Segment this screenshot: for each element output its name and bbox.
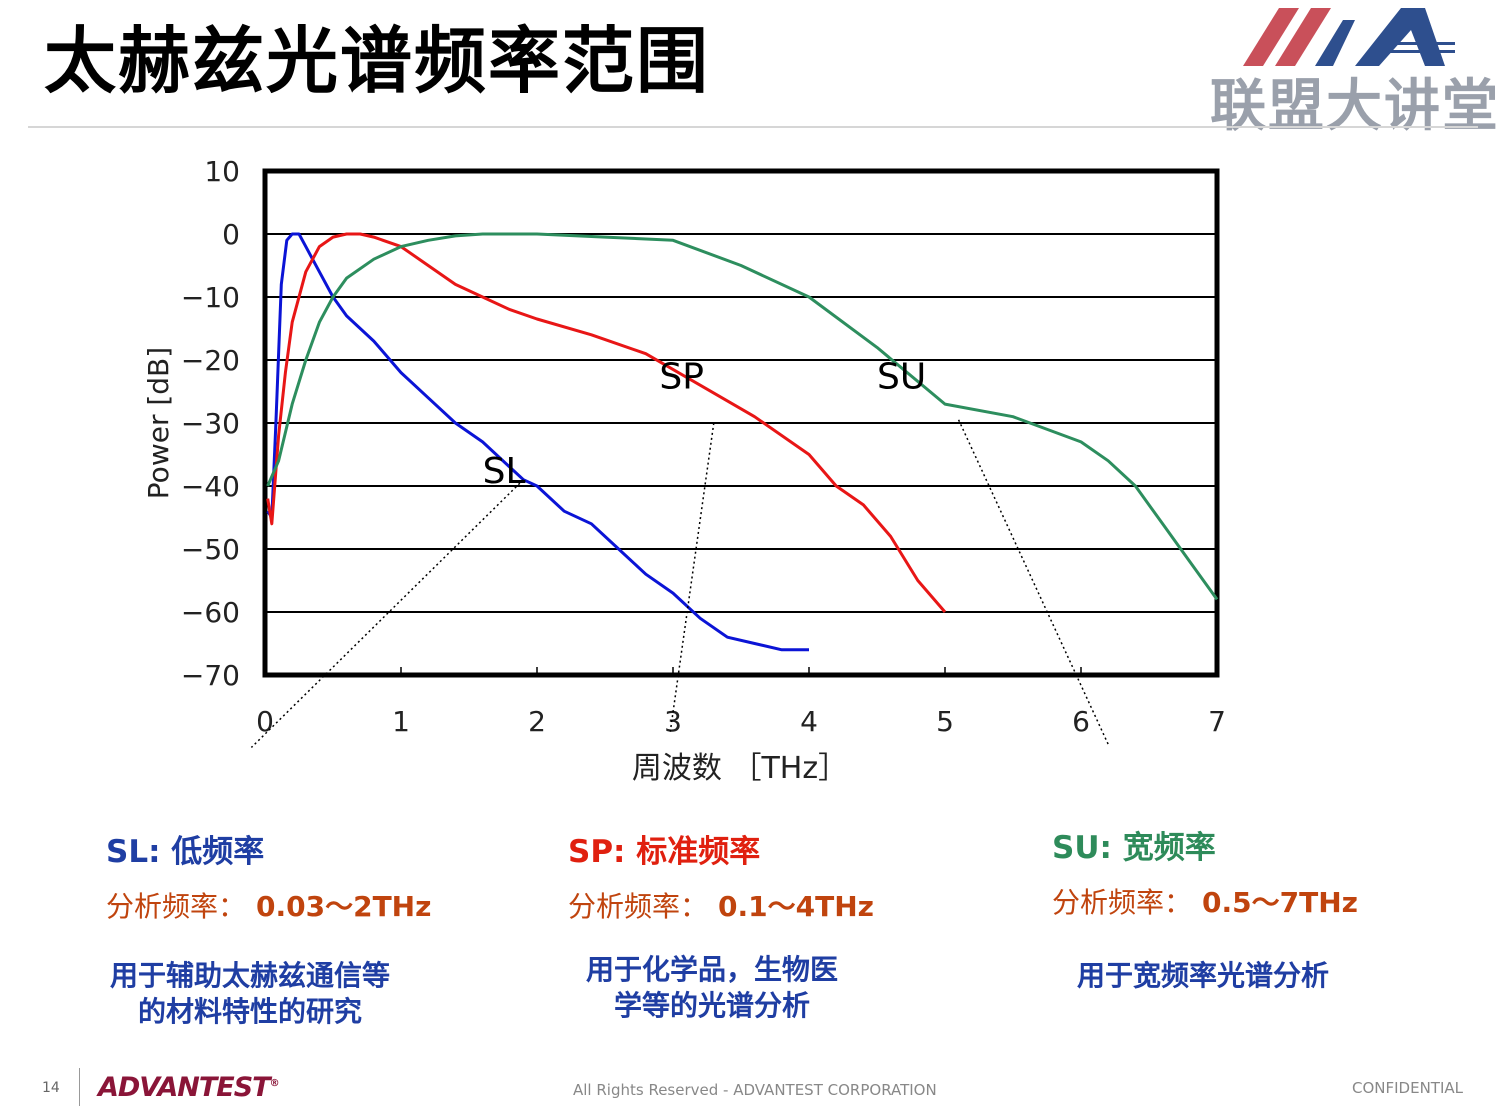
series-line-sl	[266, 232, 809, 652]
y-tick-label: 10	[204, 155, 240, 188]
mode-su-heading: SU: 宽频率	[1052, 830, 1216, 866]
series-label-sl: SL	[483, 451, 526, 492]
mode-su-range-value: 0.5～7THz	[1202, 886, 1358, 919]
mode-sl: SL: 低频率 分析频率： 0.03～2THz	[106, 826, 431, 925]
mode-sp: SP: 标准频率 分析频率： 0.1～4THz	[568, 826, 874, 925]
footer-divider	[79, 1068, 80, 1106]
callout-leader-su	[957, 419, 1109, 745]
brand-registered-mark: ®	[269, 1078, 280, 1089]
x-tick-label: 3	[664, 705, 682, 738]
alliance-logo-icon	[1243, 8, 1455, 66]
mode-su-description-line: 用于宽频率光谱分析	[1076, 959, 1329, 992]
y-tick-label: −20	[181, 344, 240, 377]
copyright-text: All Rights Reserved - ADVANTEST CORPORAT…	[573, 1081, 937, 1099]
mode-sp-description: 用于化学品，生物医 学等的光谱分析	[552, 952, 872, 1025]
x-tick-label: 5	[936, 705, 954, 738]
mode-sl-range-label: 分析频率：	[106, 890, 247, 923]
page-number: 14	[42, 1080, 60, 1096]
title-divider	[28, 126, 1478, 128]
series-line-su	[266, 232, 1219, 601]
x-tick-label: 6	[1072, 705, 1090, 738]
mode-sp-range-value: 0.1～4THz	[718, 890, 874, 923]
y-tick-label: −30	[181, 407, 240, 440]
x-tick-label: 1	[392, 705, 410, 738]
mode-su: SU: 宽频率 分析频率： 0.5～7THz	[1052, 822, 1358, 921]
mode-sp-range-label: 分析频率：	[568, 890, 709, 923]
series-label-su: SU	[877, 356, 926, 397]
mode-sl-description-line: 用于辅助太赫兹通信等	[109, 959, 390, 992]
x-tick-label: 4	[800, 705, 818, 738]
mode-sp-heading: SP: 标准频率	[568, 834, 761, 870]
callout-leader-sp	[669, 422, 715, 732]
x-axis-title: 周波数 ［THz］	[632, 751, 848, 786]
mode-sl-heading: SL: 低频率	[106, 834, 265, 870]
mode-sl-description: 用于辅助太赫兹通信等 的材料特性的研究	[70, 958, 430, 1031]
mode-su-range-label: 分析频率：	[1052, 886, 1193, 919]
advantest-logo: ADVANTEST®	[98, 1072, 280, 1103]
mode-su-range: 分析频率： 0.5～7THz	[1052, 881, 1358, 921]
mode-sp-range: 分析频率： 0.1～4THz	[568, 885, 874, 925]
y-tick-label: −60	[181, 596, 240, 629]
mode-sl-description-line: 的材料特性的研究	[137, 995, 362, 1029]
brand-name: ADVANTEST	[98, 1072, 271, 1103]
mode-sl-range-value: 0.03～2THz	[256, 890, 432, 923]
x-tick-label: 2	[528, 705, 546, 738]
y-tick-label: −10	[181, 281, 240, 314]
y-tick-label: 0	[222, 218, 240, 251]
mode-sp-description-line: 学等的光谱分析	[613, 989, 810, 1023]
mode-su-description: 用于宽频率光谱分析	[1040, 958, 1366, 994]
y-tick-label: −40	[181, 470, 240, 503]
y-tick-label: −70	[181, 659, 240, 692]
series-line-sp	[266, 232, 947, 613]
confidential-label: CONFIDENTIAL	[1352, 1079, 1464, 1097]
slide-title: 太赫兹光谱频率范围	[44, 19, 711, 103]
x-tick-label: 7	[1208, 705, 1226, 738]
plot-frame	[262, 168, 1220, 678]
mode-sp-description-line: 用于化学品，生物医	[585, 953, 838, 986]
y-tick-label: −50	[181, 533, 240, 566]
y-axis-title: Power [dB]	[142, 347, 175, 499]
callout-leader-sl	[250, 479, 524, 748]
series-label-sp: SP	[659, 356, 704, 397]
mode-sl-range: 分析频率： 0.03～2THz	[106, 885, 431, 925]
